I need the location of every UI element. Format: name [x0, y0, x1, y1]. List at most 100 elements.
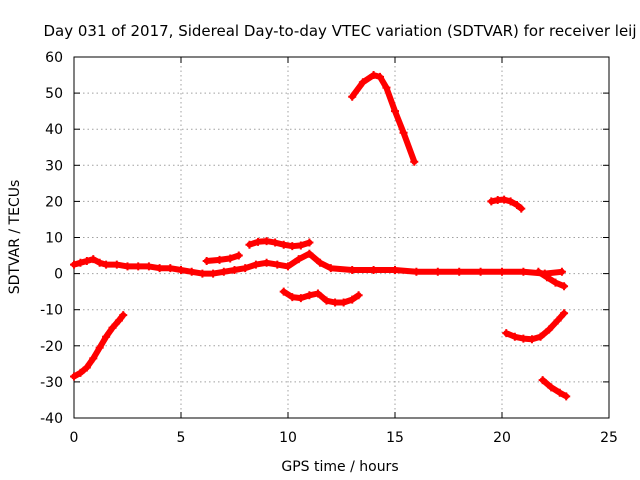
- data-point-marker: [95, 258, 104, 267]
- data-point-marker: [108, 323, 117, 332]
- data-point-marker: [555, 388, 564, 397]
- data-point-marker: [551, 278, 560, 287]
- data-point-marker: [134, 262, 143, 271]
- data-point-marker: [519, 334, 528, 343]
- data-point-marker: [262, 237, 271, 246]
- data-point-marker: [70, 260, 78, 269]
- data-point-marker: [339, 298, 348, 307]
- axis-ticks: [73, 56, 610, 419]
- data-point-marker: [177, 265, 185, 274]
- series-late-fan: [535, 268, 568, 290]
- data-point-marker: [538, 376, 547, 385]
- series-late-descent: [539, 377, 570, 400]
- data-point-marker: [545, 325, 554, 334]
- data-point-marker: [254, 237, 263, 246]
- data-point-marker: [166, 264, 175, 273]
- data-point-marker: [234, 251, 243, 260]
- data-point-marker: [313, 289, 322, 298]
- chart-title: Day 031 of 2017, Sidereal Day-to-day VTE…: [43, 22, 636, 40]
- data-point-marker: [76, 258, 85, 267]
- data-point-marker: [331, 298, 340, 307]
- data-point-marker: [560, 309, 569, 318]
- x-tick-label: 5: [177, 430, 186, 446]
- data-point-marker: [155, 264, 164, 273]
- data-point-marker: [498, 267, 506, 276]
- x-tick-label: 20: [493, 430, 511, 446]
- y-tick-label: 30: [45, 158, 63, 174]
- data-point-marker: [512, 201, 521, 210]
- y-tick-label: 50: [45, 86, 63, 102]
- data-point-marker: [322, 296, 331, 305]
- data-point-marker: [502, 329, 511, 338]
- data-point-marker: [251, 260, 260, 269]
- data-point-marker: [89, 354, 98, 363]
- y-tick-label: 20: [45, 194, 63, 210]
- data-point-marker: [119, 311, 128, 320]
- data-point-marker: [476, 267, 485, 276]
- data-point-marker: [391, 265, 399, 274]
- data-point-marker: [279, 240, 288, 249]
- data-point-marker: [102, 332, 111, 341]
- series-evening-peak: [349, 72, 418, 165]
- x-tick-label: 0: [70, 430, 79, 446]
- data-point-marker: [76, 368, 85, 377]
- data-point-marker: [348, 92, 357, 101]
- data-point-marker: [326, 264, 335, 273]
- data-point-marker: [369, 265, 378, 274]
- data-point-marker: [562, 392, 571, 401]
- data-point-marker: [89, 255, 98, 264]
- data-point-marker: [70, 372, 78, 381]
- data-point-marker: [348, 265, 357, 274]
- data-point-marker: [187, 267, 196, 276]
- data-series: [70, 71, 571, 401]
- data-point-marker: [288, 293, 297, 302]
- data-point-marker: [198, 269, 207, 278]
- data-point-marker: [547, 383, 556, 392]
- data-point-marker: [510, 332, 519, 341]
- y-tick-label: -40: [40, 411, 63, 427]
- y-tick-labels: 60 50 40 30 20 10 0 -10 -20 -30 -40: [40, 50, 63, 427]
- x-tick-labels: 0 5 10 15 20 25: [70, 430, 618, 446]
- data-point-marker: [455, 267, 464, 276]
- series-short-rise: [203, 252, 242, 264]
- data-point-marker: [410, 157, 419, 166]
- data-point-marker: [245, 240, 254, 249]
- y-tick-label: 40: [45, 122, 63, 138]
- series-lower-dip: [280, 288, 362, 306]
- data-point-marker: [316, 258, 325, 267]
- data-point-marker: [536, 332, 545, 341]
- data-point-marker: [358, 78, 367, 87]
- y-tick-label: 0: [54, 267, 63, 283]
- data-point-marker: [506, 197, 515, 206]
- data-point-marker: [144, 262, 153, 271]
- data-point-marker: [527, 335, 536, 344]
- data-point-marker: [519, 267, 528, 276]
- data-point-marker: [219, 267, 228, 276]
- x-tick-label: 25: [600, 430, 618, 446]
- data-point-marker: [241, 264, 250, 273]
- data-point-marker: [382, 83, 391, 92]
- data-point-marker: [102, 260, 111, 269]
- grid-lines: [74, 57, 609, 418]
- data-point-marker: [296, 294, 305, 303]
- data-point-marker: [123, 262, 132, 271]
- data-point-marker: [305, 291, 314, 300]
- y-tick-label: -20: [40, 339, 63, 355]
- data-point-marker: [354, 291, 363, 300]
- data-point-marker: [284, 262, 292, 271]
- data-point-marker: [433, 267, 442, 276]
- data-point-marker: [391, 107, 399, 116]
- data-point-marker: [412, 267, 421, 276]
- data-point-marker: [226, 254, 235, 263]
- data-point-marker: [288, 242, 297, 251]
- x-tick-label: 10: [279, 430, 297, 446]
- data-point-marker: [376, 72, 385, 81]
- data-point-marker: [82, 256, 91, 265]
- data-point-marker: [560, 282, 569, 291]
- data-point-marker: [369, 71, 378, 80]
- data-point-marker: [553, 316, 562, 325]
- data-point-marker: [82, 363, 91, 372]
- data-point-marker: [273, 260, 282, 269]
- data-point-marker: [348, 295, 357, 304]
- data-point-marker: [557, 267, 566, 276]
